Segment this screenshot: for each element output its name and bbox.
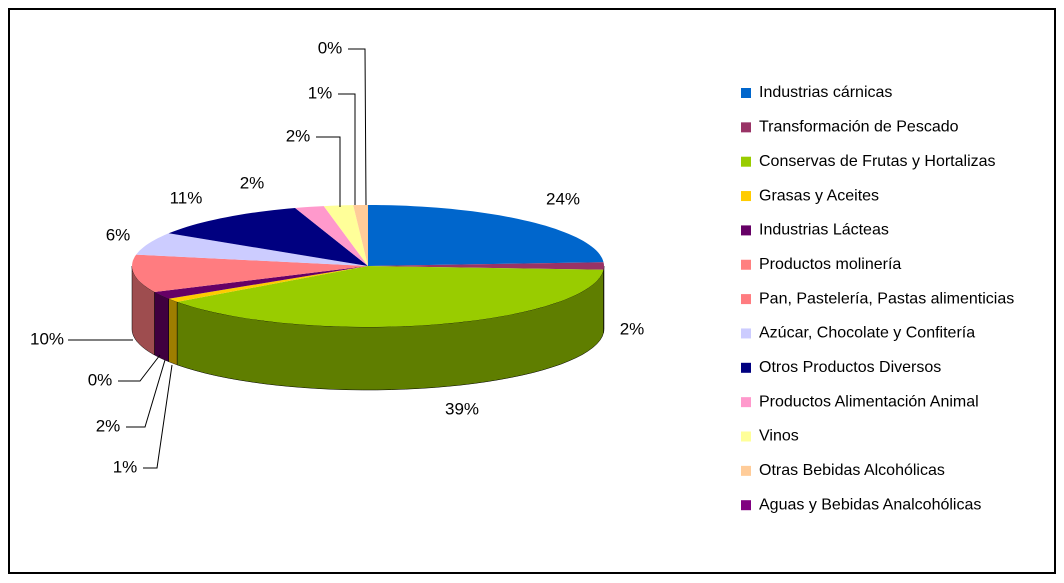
- legend-swatch: [741, 191, 751, 202]
- legend-label: Otras Bebidas Alcohólicas: [759, 462, 945, 479]
- slice: [154, 266, 368, 299]
- slice-side: [168, 298, 178, 366]
- legend-label: Otros Productos Diversos: [759, 359, 941, 376]
- leader-line: [143, 364, 173, 469]
- legend-swatch: [741, 156, 751, 167]
- legend-label: Industrias Lácteas: [759, 222, 889, 239]
- legend-swatch: [741, 294, 751, 305]
- slice: [168, 266, 368, 302]
- legend-swatch: [741, 259, 751, 270]
- legend-swatch: [741, 465, 751, 476]
- data-label: 1%: [308, 83, 333, 102]
- slice: [368, 262, 604, 270]
- legend-label: Productos Alimentación Animal: [759, 393, 979, 410]
- leader-line: [338, 93, 356, 205]
- slice: [323, 205, 368, 266]
- leader-line: [348, 48, 367, 206]
- data-label: 24%: [546, 189, 580, 208]
- legend: Industrias cárnicas Transformación de Pes…: [741, 84, 1014, 513]
- legend-swatch: [741, 397, 751, 408]
- legend-label: Aguas y Bebidas Analcohólicas: [759, 496, 981, 513]
- legend-label: Conservas de Frutas y Hortalizas: [759, 153, 996, 170]
- legend-swatch: [741, 362, 751, 373]
- slice: [368, 205, 604, 266]
- data-label: 0%: [88, 370, 113, 389]
- data-label: 39%: [445, 399, 479, 418]
- legend-label: Pan, Pastelería, Pastas alimenticias: [759, 290, 1014, 307]
- slice: [136, 233, 368, 266]
- data-label: 6%: [106, 225, 131, 244]
- leader-line: [126, 359, 166, 428]
- slice: [295, 206, 368, 266]
- data-label: 2%: [620, 319, 645, 338]
- slice-side: [131, 266, 155, 356]
- leader-line: [118, 354, 161, 382]
- legend-swatch: [741, 431, 751, 442]
- legend-swatch: [741, 122, 751, 133]
- data-label: 2%: [286, 126, 311, 145]
- legend-label: Azúcar, Chocolate y Confitería: [759, 325, 975, 342]
- slice: [177, 266, 604, 327]
- legend-swatch: [741, 225, 751, 236]
- data-label: 2%: [96, 416, 121, 435]
- legend-label: Transformación de Pescado: [759, 119, 959, 136]
- data-label: 1%: [113, 457, 138, 476]
- data-label: 11%: [170, 188, 203, 207]
- legend-label: Grasas y Aceites: [759, 187, 879, 204]
- legend-label: Productos molinería: [759, 256, 901, 273]
- legend-label: Vinos: [759, 428, 799, 445]
- slice: [353, 205, 368, 266]
- legend-swatch: [741, 500, 751, 511]
- data-label: 10%: [30, 329, 64, 348]
- data-label: 0%: [318, 38, 343, 57]
- legend-swatch: [741, 328, 751, 339]
- slice: [168, 208, 368, 266]
- slice-side: [154, 291, 169, 363]
- slice: [132, 254, 368, 292]
- legend-label: Industrias cárnicas: [759, 84, 892, 101]
- data-label: 2%: [240, 173, 265, 192]
- leader-line: [316, 136, 341, 207]
- legend-swatch: [741, 88, 751, 98]
